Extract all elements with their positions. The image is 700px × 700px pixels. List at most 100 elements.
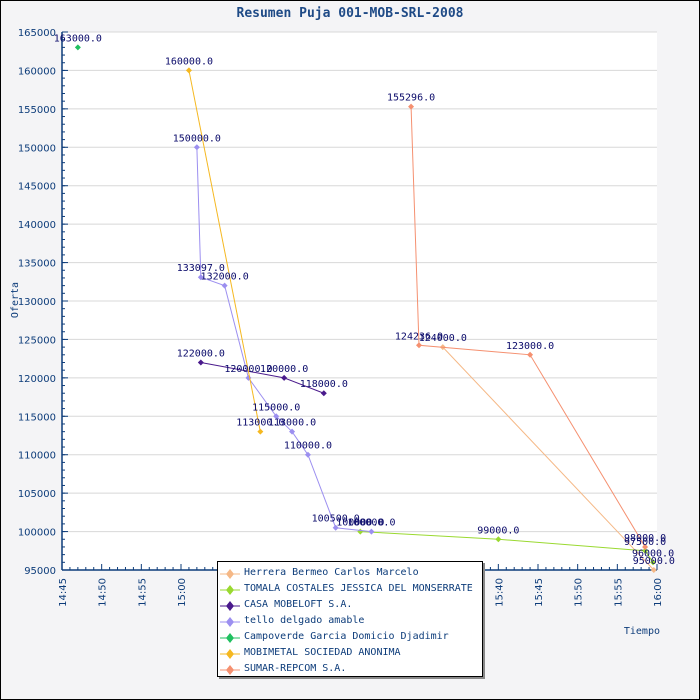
data-label: 95000.0 — [633, 556, 675, 567]
y-axis-label: Oferta — [10, 282, 21, 318]
data-label: 163000.0 — [54, 33, 102, 44]
legend-label: Herrera Bermeo Carlos Marcelo — [244, 567, 419, 578]
data-label: 155296.0 — [387, 93, 435, 104]
legend-label: CASA MOBELOFT S.A. — [244, 599, 353, 610]
y-tick-label: 160000 — [18, 66, 56, 77]
legend-marker-icon — [220, 617, 240, 627]
legend-label: MOBIMETAL SOCIEDAD ANONIMA — [244, 647, 401, 658]
y-tick-label: 110000 — [18, 451, 56, 462]
x-axis-label: Tiempo — [624, 626, 660, 637]
data-label: 96000.0 — [632, 548, 674, 559]
data-point — [281, 374, 288, 381]
data-label: 160000.0 — [165, 56, 213, 67]
x-tick-label: 14:45 — [58, 578, 69, 607]
legend-item: CASA MOBELOFT S.A. — [218, 598, 482, 614]
legend-item: TOMALA COSTALES JESSICA DEL MONSERRATE — [218, 582, 482, 598]
y-tick-label: 125000 — [18, 335, 56, 346]
data-label: 118000.0 — [300, 379, 348, 390]
y-tick-label: 140000 — [18, 220, 56, 231]
y-tick-label: 150000 — [18, 143, 56, 154]
data-point — [495, 536, 502, 543]
data-label: 100000.0 — [347, 518, 395, 529]
x-tick-label: 15:50 — [574, 578, 585, 607]
data-point — [289, 428, 296, 435]
data-point — [185, 67, 192, 74]
x-tick-label: 15:00 — [177, 578, 188, 607]
y-tick-label: 145000 — [18, 182, 56, 193]
x-tick-label: 15:40 — [494, 578, 505, 607]
legend-marker-icon — [220, 601, 240, 611]
y-tick-label: 165000 — [18, 28, 56, 39]
legend-item: tello delgado amable — [218, 614, 482, 630]
data-label: 120000.0 — [224, 364, 272, 375]
y-tick-label: 100000 — [18, 528, 56, 539]
x-tick-label: 14:50 — [98, 578, 109, 607]
data-point — [650, 567, 657, 573]
data-point — [642, 547, 649, 554]
legend-marker-icon — [220, 665, 240, 675]
data-point — [642, 543, 649, 550]
data-point — [408, 103, 415, 110]
data-point — [416, 342, 422, 349]
data-label: 113000.0 — [268, 418, 316, 429]
data-point — [221, 282, 228, 289]
chart-title: Resumen Puja 001-MOB-SRL-2008 — [237, 6, 464, 21]
data-point — [320, 390, 327, 397]
legend-marker-icon — [220, 569, 240, 579]
data-label: 115000.0 — [252, 402, 300, 413]
data-point — [527, 351, 534, 358]
legend-marker-icon — [220, 649, 240, 659]
data-point — [197, 274, 204, 281]
data-label: 100000.0 — [336, 518, 384, 529]
data-label: 124236.0 — [395, 331, 443, 342]
data-point — [74, 44, 81, 51]
y-tick-label: 95000 — [24, 566, 56, 577]
legend-marker-icon — [220, 585, 240, 595]
legend: Herrera Bermeo Carlos Marcelo TOMALA COST… — [217, 561, 483, 677]
legend-item: SUMAR-REPCOM S.A. — [218, 662, 482, 678]
legend-marker-icon — [220, 633, 240, 643]
data-label: 133097.0 — [177, 263, 225, 274]
y-tick-label: 135000 — [18, 259, 56, 270]
data-point — [368, 528, 375, 535]
data-label: 97500.0 — [624, 537, 666, 548]
x-tick-label: 14:55 — [137, 578, 148, 607]
data-label: 120000.0 — [260, 364, 308, 375]
data-point — [257, 428, 264, 435]
data-point — [197, 359, 204, 366]
legend-label: tello delgado amable — [244, 615, 365, 626]
series-line — [360, 531, 654, 563]
x-tick-label: 16:00 — [653, 578, 664, 607]
legend-item: Herrera Bermeo Carlos Marcelo — [218, 566, 482, 582]
data-label: 124000.0 — [419, 333, 467, 344]
data-label: 99000.0 — [477, 525, 519, 536]
series-line — [188, 70, 261, 432]
data-label: 123000.0 — [506, 341, 554, 352]
legend-label: SUMAR-REPCOM S.A. — [244, 663, 347, 674]
data-label: 100500.0 — [312, 514, 360, 525]
data-label: 122000.0 — [177, 348, 225, 359]
series-line — [442, 346, 655, 571]
x-tick-label: 15:45 — [534, 578, 545, 607]
data-label: 150000.0 — [173, 133, 221, 144]
data-point — [332, 524, 339, 531]
data-label: 132000.0 — [201, 272, 249, 283]
data-label: 113000.0 — [236, 418, 284, 429]
y-tick-label: 115000 — [18, 412, 56, 423]
legend-item: MOBIMETAL SOCIEDAD ANONIMA — [218, 646, 482, 662]
data-point — [193, 144, 200, 151]
legend-label: Campoverde Garcia Domicio Djadimir — [244, 631, 449, 642]
data-point — [304, 451, 311, 458]
y-tick-label: 155000 — [18, 105, 56, 116]
data-label: 98000.0 — [624, 533, 666, 544]
legend-label: TOMALA COSTALES JESSICA DEL MONSERRATE — [244, 583, 473, 594]
data-point — [273, 413, 280, 420]
series-line — [410, 106, 646, 548]
data-label: 110000.0 — [284, 441, 332, 452]
legend-item: Campoverde Garcia Domicio Djadimir — [218, 630, 482, 646]
data-point — [650, 559, 657, 566]
x-tick-label: 15:55 — [613, 578, 624, 607]
y-tick-label: 105000 — [18, 489, 56, 500]
y-tick-label: 120000 — [18, 374, 56, 385]
